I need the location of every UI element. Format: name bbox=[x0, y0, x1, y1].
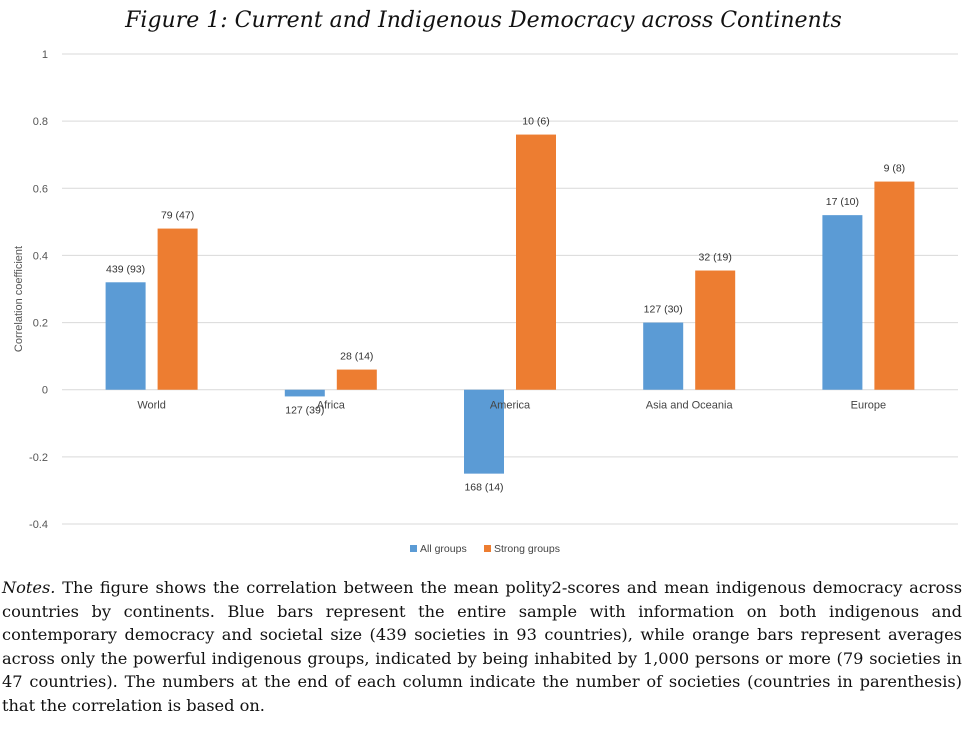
data-labels: 439 (93) 79 (47) 127 (39) 28 (14) 168 (14) 10… bbox=[106, 116, 905, 494]
y-tick-label: -0.4 bbox=[29, 519, 48, 531]
y-axis-label: Correlation coefficient bbox=[13, 246, 25, 352]
notes-text: The figure shows the correlation between… bbox=[2, 578, 962, 715]
y-tick-label: 0 bbox=[42, 385, 48, 397]
bar bbox=[336, 369, 377, 390]
bar bbox=[157, 228, 198, 390]
category-label: Europe bbox=[851, 400, 886, 412]
category-label: Africa bbox=[317, 400, 346, 412]
bar bbox=[464, 389, 504, 474]
category-labels: World Africa America Asia and Oceania Europe bbox=[137, 400, 886, 412]
bar bbox=[695, 270, 736, 390]
bar bbox=[516, 134, 556, 390]
y-axis-ticks: 1 0.8 0.6 0.4 0.2 0 -0.2 -0.4 bbox=[29, 49, 48, 531]
category-label: America bbox=[490, 400, 531, 412]
bar bbox=[643, 322, 684, 390]
y-tick-label: 1 bbox=[42, 49, 48, 61]
gridlines bbox=[62, 53, 958, 525]
y-tick-label: -0.2 bbox=[29, 452, 48, 464]
bar bbox=[822, 215, 863, 390]
data-label: 28 (14) bbox=[340, 351, 373, 363]
bar bbox=[105, 282, 146, 390]
figure-title: Figure 1: Current and Indigenous Democra… bbox=[125, 8, 842, 33]
legend-label: Strong groups bbox=[494, 543, 560, 555]
data-label: 32 (19) bbox=[699, 252, 732, 264]
data-label: 10 (6) bbox=[522, 116, 549, 128]
data-label: 127 (39) bbox=[285, 404, 324, 416]
bar bbox=[284, 389, 325, 397]
category-label: World bbox=[137, 400, 166, 412]
legend: All groups Strong groups bbox=[410, 543, 560, 555]
notes-lead: Notes. bbox=[2, 578, 56, 597]
y-tick-label: 0.2 bbox=[33, 318, 48, 330]
y-tick-label: 0.6 bbox=[33, 183, 48, 195]
bar-chart: 1 0.8 0.6 0.4 0.2 0 -0.2 -0.4 Correlation coeff… bbox=[13, 49, 958, 555]
data-label: 9 (8) bbox=[884, 163, 906, 175]
category-label: Asia and Oceania bbox=[646, 400, 734, 412]
legend-swatch bbox=[410, 545, 417, 552]
data-label: 168 (14) bbox=[464, 482, 503, 494]
data-label: 17 (10) bbox=[826, 196, 859, 208]
legend-label: All groups bbox=[420, 543, 467, 555]
data-label: 439 (93) bbox=[106, 263, 145, 275]
bars bbox=[105, 134, 915, 474]
y-tick-label: 0.8 bbox=[33, 116, 48, 128]
y-tick-label: 0.4 bbox=[33, 250, 48, 262]
data-label: 79 (47) bbox=[161, 210, 194, 222]
bar bbox=[874, 181, 915, 390]
data-label: 127 (30) bbox=[644, 304, 683, 316]
figure-notes: Notes. The figure shows the correlation … bbox=[2, 576, 962, 717]
legend-swatch bbox=[484, 545, 491, 552]
